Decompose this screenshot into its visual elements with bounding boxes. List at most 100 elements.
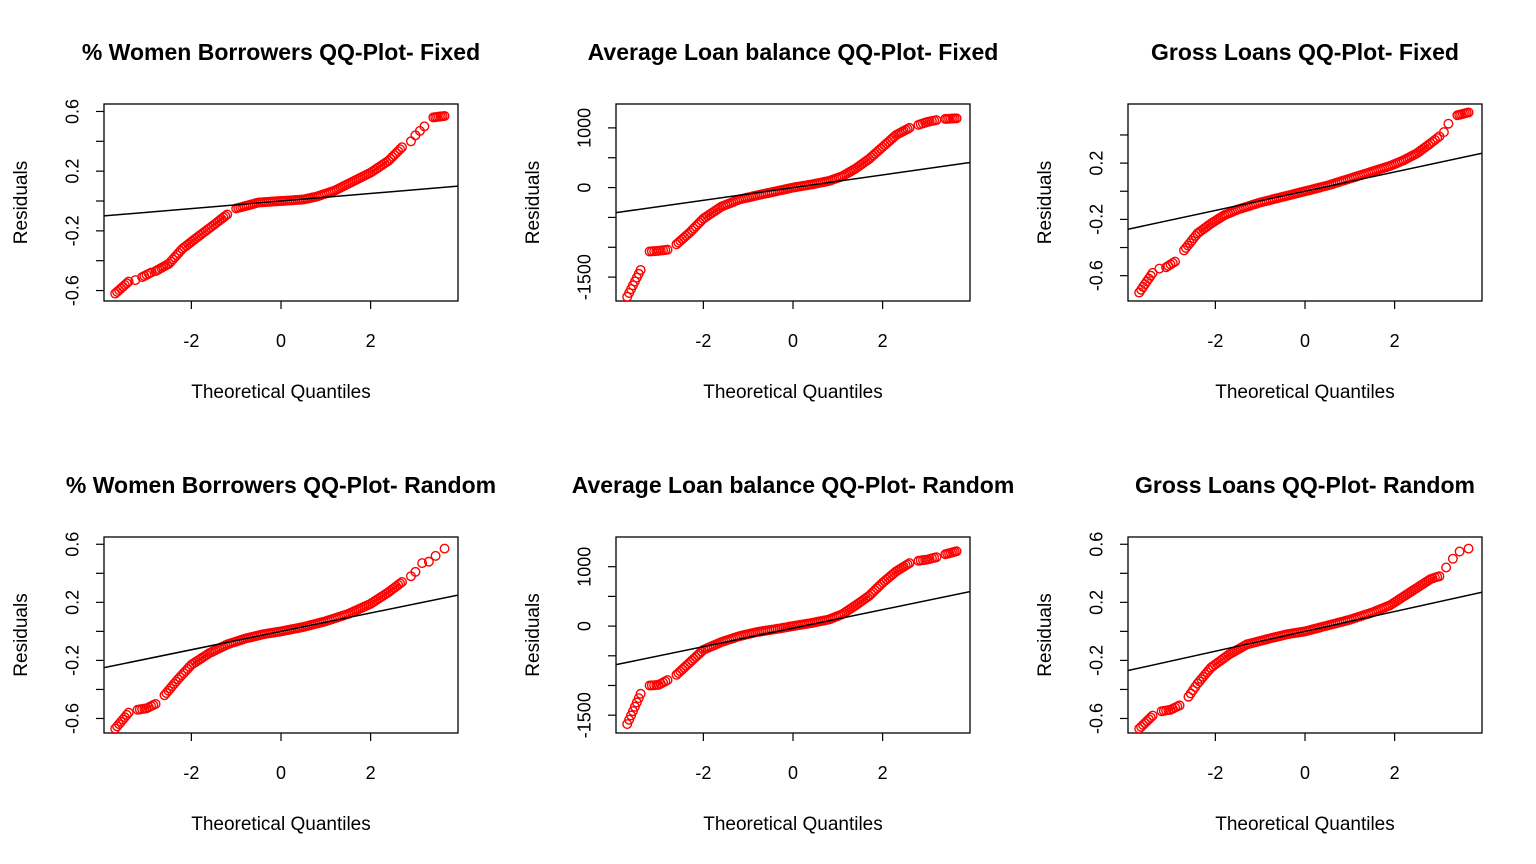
data-point — [1447, 553, 1458, 564]
data-point — [904, 558, 915, 569]
data-point — [396, 577, 407, 588]
reference-line — [104, 185, 458, 217]
data-point — [1441, 562, 1452, 573]
x-axis-label: Theoretical Quantiles — [1215, 814, 1395, 835]
x-tick-label: 2 — [1390, 331, 1400, 351]
chart-title: Gross Loans QQ-Plot- Fixed — [1151, 39, 1459, 65]
plot-frame — [1127, 103, 1483, 302]
data-point — [1147, 710, 1158, 721]
reference-line — [1128, 591, 1482, 672]
qq-panel-2: Average Loan balance QQ-Plot- Fixed -2 0 2 -… — [523, 39, 998, 403]
qq-panel-1: % Women Borrowers QQ-Plot- Fixed -2 0 2 -0.6… — [11, 39, 480, 403]
y-tick-label: 0.2 — [1087, 590, 1107, 615]
reference-line — [1128, 152, 1482, 230]
x-tick-label: 0 — [276, 763, 286, 783]
data-points — [110, 543, 450, 733]
data-point — [395, 578, 406, 589]
plot-frame — [615, 103, 971, 302]
data-point — [1145, 270, 1156, 281]
y-tick-label: 0 — [575, 183, 595, 193]
y-tick-label: -0.6 — [1087, 703, 1107, 734]
data-point — [931, 552, 942, 563]
x-axis-label: Theoretical Quantiles — [1215, 382, 1395, 403]
data-point — [123, 707, 134, 718]
data-point — [123, 276, 134, 287]
data-point — [395, 144, 406, 155]
y-tick-label: 0.2 — [63, 159, 83, 184]
x-tick-label: 0 — [1300, 331, 1310, 351]
y-axis-label: Residuals — [1035, 161, 1056, 244]
x-axis-label: Theoretical Quantiles — [191, 814, 371, 835]
y-tick-label: -1500 — [575, 692, 595, 738]
data-point — [430, 550, 441, 561]
data-points — [622, 546, 962, 730]
qq-panel-4: % Women Borrowers QQ-Plot- Random -2 0 2 -0.… — [11, 472, 496, 835]
data-point — [410, 566, 421, 577]
x-tick-label: -2 — [1207, 331, 1223, 351]
reference-line — [616, 590, 970, 666]
data-point — [146, 267, 157, 278]
data-point — [951, 113, 962, 124]
y-tick-label: -0.2 — [63, 215, 83, 246]
y-tick-label: -1500 — [575, 254, 595, 300]
chart-title: % Women Borrowers QQ-Plot- Fixed — [82, 39, 480, 65]
plot-frame — [615, 536, 971, 734]
x-tick-label: 2 — [1390, 763, 1400, 783]
x-tick-label: -2 — [695, 331, 711, 351]
data-point — [423, 556, 434, 567]
data-points — [622, 113, 962, 301]
y-tick-label: 0 — [575, 621, 595, 631]
qq-panel-3: Gross Loans QQ-Plot- Fixed -2 0 2 -0.6 -0.2 0.… — [1035, 39, 1483, 403]
data-point — [220, 210, 231, 221]
y-tick-label: -0.2 — [63, 645, 83, 676]
data-point — [635, 688, 646, 699]
chart-title: Average Loan balance QQ-Plot- Random — [572, 472, 1015, 498]
y-axis-label: Residuals — [11, 593, 32, 676]
y-tick-label: -0.6 — [1087, 260, 1107, 291]
x-tick-label: -2 — [695, 763, 711, 783]
x-tick-label: 0 — [788, 763, 798, 783]
reference-line — [104, 594, 458, 669]
x-tick-label: 2 — [366, 763, 376, 783]
x-tick-label: 2 — [366, 331, 376, 351]
y-tick-label: 0.6 — [63, 99, 83, 124]
data-point — [405, 136, 416, 147]
data-point — [1454, 546, 1465, 557]
chart-title: % Women Borrowers QQ-Plot- Random — [66, 472, 496, 498]
reference-line — [616, 161, 970, 214]
data-point — [951, 546, 962, 557]
y-tick-label: 0.2 — [63, 590, 83, 615]
y-tick-label: 1000 — [575, 108, 595, 148]
data-point — [1154, 263, 1165, 274]
data-point — [1463, 543, 1474, 554]
x-tick-label: 2 — [878, 331, 888, 351]
x-tick-label: 0 — [788, 331, 798, 351]
data-points — [1134, 543, 1474, 733]
data-point — [635, 264, 646, 275]
x-axis-label: Theoretical Quantiles — [191, 382, 371, 403]
y-tick-label: -0.2 — [1087, 645, 1107, 676]
y-tick-label: -0.6 — [63, 275, 83, 306]
y-tick-label: 0.2 — [1087, 151, 1107, 176]
data-point — [1463, 107, 1474, 118]
y-tick-label: 0.6 — [1087, 532, 1107, 557]
y-tick-label: -0.2 — [1087, 204, 1107, 235]
data-point — [662, 244, 673, 255]
data-point — [222, 209, 233, 220]
x-tick-label: -2 — [1207, 763, 1223, 783]
data-point — [1438, 127, 1449, 138]
data-point — [1145, 712, 1156, 723]
data-point — [121, 709, 132, 720]
chart-title: Gross Loans QQ-Plot- Random — [1135, 472, 1475, 498]
y-axis-label: Residuals — [523, 161, 544, 244]
qq-panel-5: Average Loan balance QQ-Plot- Random -2 0 2… — [523, 472, 1014, 835]
qq-panel-6: Gross Loans QQ-Plot- Random -2 0 2 -0.6 -0.2 0… — [1035, 472, 1483, 835]
x-tick-label: -2 — [183, 763, 199, 783]
data-point — [662, 675, 673, 686]
data-point — [439, 110, 450, 121]
data-point — [1434, 571, 1445, 582]
x-tick-label: -2 — [183, 331, 199, 351]
data-point — [419, 121, 430, 132]
data-point — [1443, 118, 1454, 129]
